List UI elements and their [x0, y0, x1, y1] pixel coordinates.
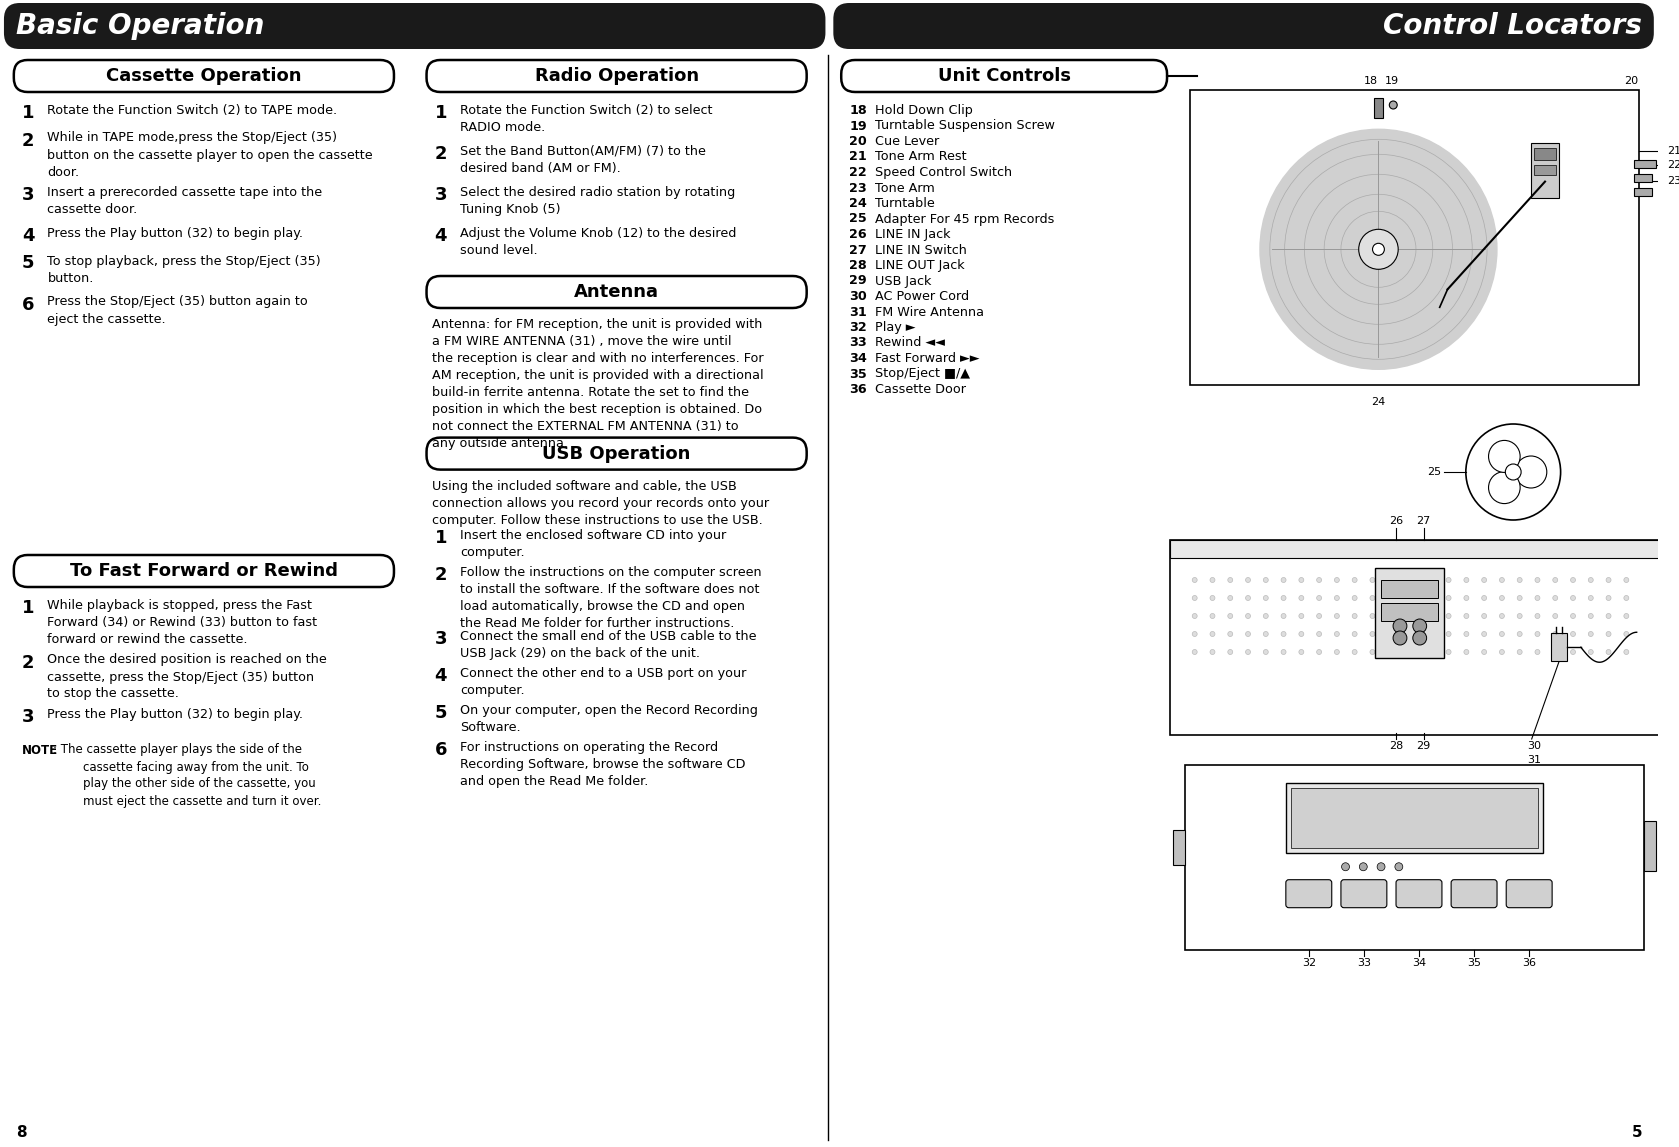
- Circle shape: [1446, 577, 1451, 583]
- Text: 2: 2: [22, 654, 34, 671]
- Text: USB Jack: USB Jack: [875, 274, 932, 288]
- Text: USB Operation: USB Operation: [542, 445, 690, 462]
- Text: 6: 6: [22, 296, 34, 313]
- Bar: [1185, 765, 1644, 950]
- Text: 36: 36: [850, 383, 866, 396]
- Text: 8: 8: [15, 1125, 27, 1140]
- Circle shape: [1553, 632, 1558, 637]
- Circle shape: [1624, 595, 1629, 601]
- Text: 23: 23: [850, 181, 866, 195]
- Circle shape: [1464, 649, 1469, 655]
- Circle shape: [1227, 614, 1232, 618]
- Text: Antenna: for FM reception, the unit is provided with
a FM WIRE ANTENNA (31) , mo: Antenna: for FM reception, the unit is p…: [433, 318, 764, 450]
- Circle shape: [1370, 649, 1375, 655]
- Circle shape: [1377, 863, 1385, 871]
- FancyBboxPatch shape: [13, 555, 395, 587]
- Text: Basic Operation: Basic Operation: [15, 11, 264, 40]
- Circle shape: [1394, 619, 1407, 633]
- Bar: [1382, 603, 1439, 621]
- Circle shape: [1481, 577, 1486, 583]
- Bar: [1375, 568, 1444, 658]
- Circle shape: [1300, 577, 1305, 583]
- Text: Press the Stop/Eject (35) button again to
eject the cassette.: Press the Stop/Eject (35) button again t…: [47, 296, 309, 326]
- Text: Radio Operation: Radio Operation: [534, 67, 698, 85]
- Circle shape: [1607, 649, 1612, 655]
- Text: 34: 34: [850, 352, 866, 365]
- Text: 6: 6: [435, 741, 447, 759]
- Text: Speed Control Switch: Speed Control Switch: [875, 166, 1012, 179]
- Circle shape: [1588, 614, 1593, 618]
- FancyBboxPatch shape: [1286, 880, 1331, 907]
- Circle shape: [1446, 649, 1451, 655]
- Circle shape: [1192, 595, 1197, 601]
- Circle shape: [1607, 577, 1612, 583]
- Circle shape: [1588, 595, 1593, 601]
- Text: 31: 31: [1526, 755, 1541, 765]
- Circle shape: [1352, 649, 1357, 655]
- Bar: [1170, 540, 1659, 557]
- Text: 1: 1: [435, 104, 447, 122]
- Text: 4: 4: [435, 668, 447, 685]
- Circle shape: [1192, 577, 1197, 583]
- Circle shape: [1499, 614, 1504, 618]
- Circle shape: [1535, 595, 1540, 601]
- Circle shape: [1624, 577, 1629, 583]
- Text: Using the included software and cable, the USB
connection allows you record your: Using the included software and cable, t…: [433, 479, 769, 526]
- Circle shape: [1211, 649, 1216, 655]
- Text: Cue Lever: Cue Lever: [875, 135, 939, 148]
- Circle shape: [1227, 649, 1232, 655]
- Text: To Fast Forward or Rewind: To Fast Forward or Rewind: [71, 562, 337, 580]
- Text: While in TAPE mode,press the Stop/Eject (35)
button on the cassette player to op: While in TAPE mode,press the Stop/Eject …: [47, 132, 373, 179]
- Circle shape: [1300, 632, 1305, 637]
- Circle shape: [1535, 577, 1540, 583]
- Circle shape: [1263, 649, 1268, 655]
- Bar: [1531, 143, 1558, 198]
- Circle shape: [1358, 229, 1399, 270]
- Circle shape: [1370, 577, 1375, 583]
- Text: 1: 1: [22, 599, 34, 617]
- Bar: [1634, 159, 1655, 167]
- Text: Set the Band Button(AM/FM) (7) to the
desired band (AM or FM).: Set the Band Button(AM/FM) (7) to the de…: [460, 145, 705, 175]
- Circle shape: [1607, 595, 1612, 601]
- Text: Stop/Eject ■/▲: Stop/Eject ■/▲: [875, 367, 970, 381]
- Circle shape: [1412, 619, 1427, 633]
- Circle shape: [1464, 632, 1469, 637]
- Circle shape: [1446, 595, 1451, 601]
- Text: Follow the instructions on the computer screen
to install the software. If the s: Follow the instructions on the computer …: [460, 567, 762, 630]
- Circle shape: [1553, 649, 1558, 655]
- Circle shape: [1514, 457, 1546, 487]
- Circle shape: [1624, 649, 1629, 655]
- Circle shape: [1570, 577, 1575, 583]
- FancyBboxPatch shape: [426, 438, 806, 469]
- Circle shape: [1263, 577, 1268, 583]
- Circle shape: [1316, 595, 1321, 601]
- FancyBboxPatch shape: [426, 60, 806, 92]
- Circle shape: [1246, 595, 1251, 601]
- FancyBboxPatch shape: [1342, 880, 1387, 907]
- Circle shape: [1395, 863, 1402, 871]
- Text: Tone Arm Rest: Tone Arm Rest: [875, 150, 967, 164]
- Bar: [1174, 829, 1185, 865]
- Circle shape: [1246, 649, 1251, 655]
- Circle shape: [1489, 440, 1519, 473]
- Text: 26: 26: [850, 228, 866, 241]
- Circle shape: [1464, 614, 1469, 618]
- Text: 26: 26: [1389, 516, 1404, 526]
- FancyBboxPatch shape: [1395, 880, 1442, 907]
- Text: 3: 3: [22, 708, 34, 726]
- Circle shape: [1316, 577, 1321, 583]
- Text: Adjust the Volume Knob (12) to the desired
sound level.: Adjust the Volume Knob (12) to the desir…: [460, 227, 737, 257]
- Text: NOTE: NOTE: [22, 743, 57, 757]
- Circle shape: [1372, 243, 1385, 256]
- Text: On your computer, open the Record Recording
Software.: On your computer, open the Record Record…: [460, 704, 757, 734]
- Circle shape: [1588, 577, 1593, 583]
- Text: Rewind ◄◄: Rewind ◄◄: [875, 336, 945, 350]
- Circle shape: [1192, 632, 1197, 637]
- Circle shape: [1316, 614, 1321, 618]
- Text: 29: 29: [1417, 741, 1431, 751]
- Text: Tone Arm: Tone Arm: [875, 181, 935, 195]
- Text: 21: 21: [850, 150, 866, 164]
- Circle shape: [1499, 577, 1504, 583]
- Circle shape: [1335, 632, 1340, 637]
- Circle shape: [1394, 631, 1407, 645]
